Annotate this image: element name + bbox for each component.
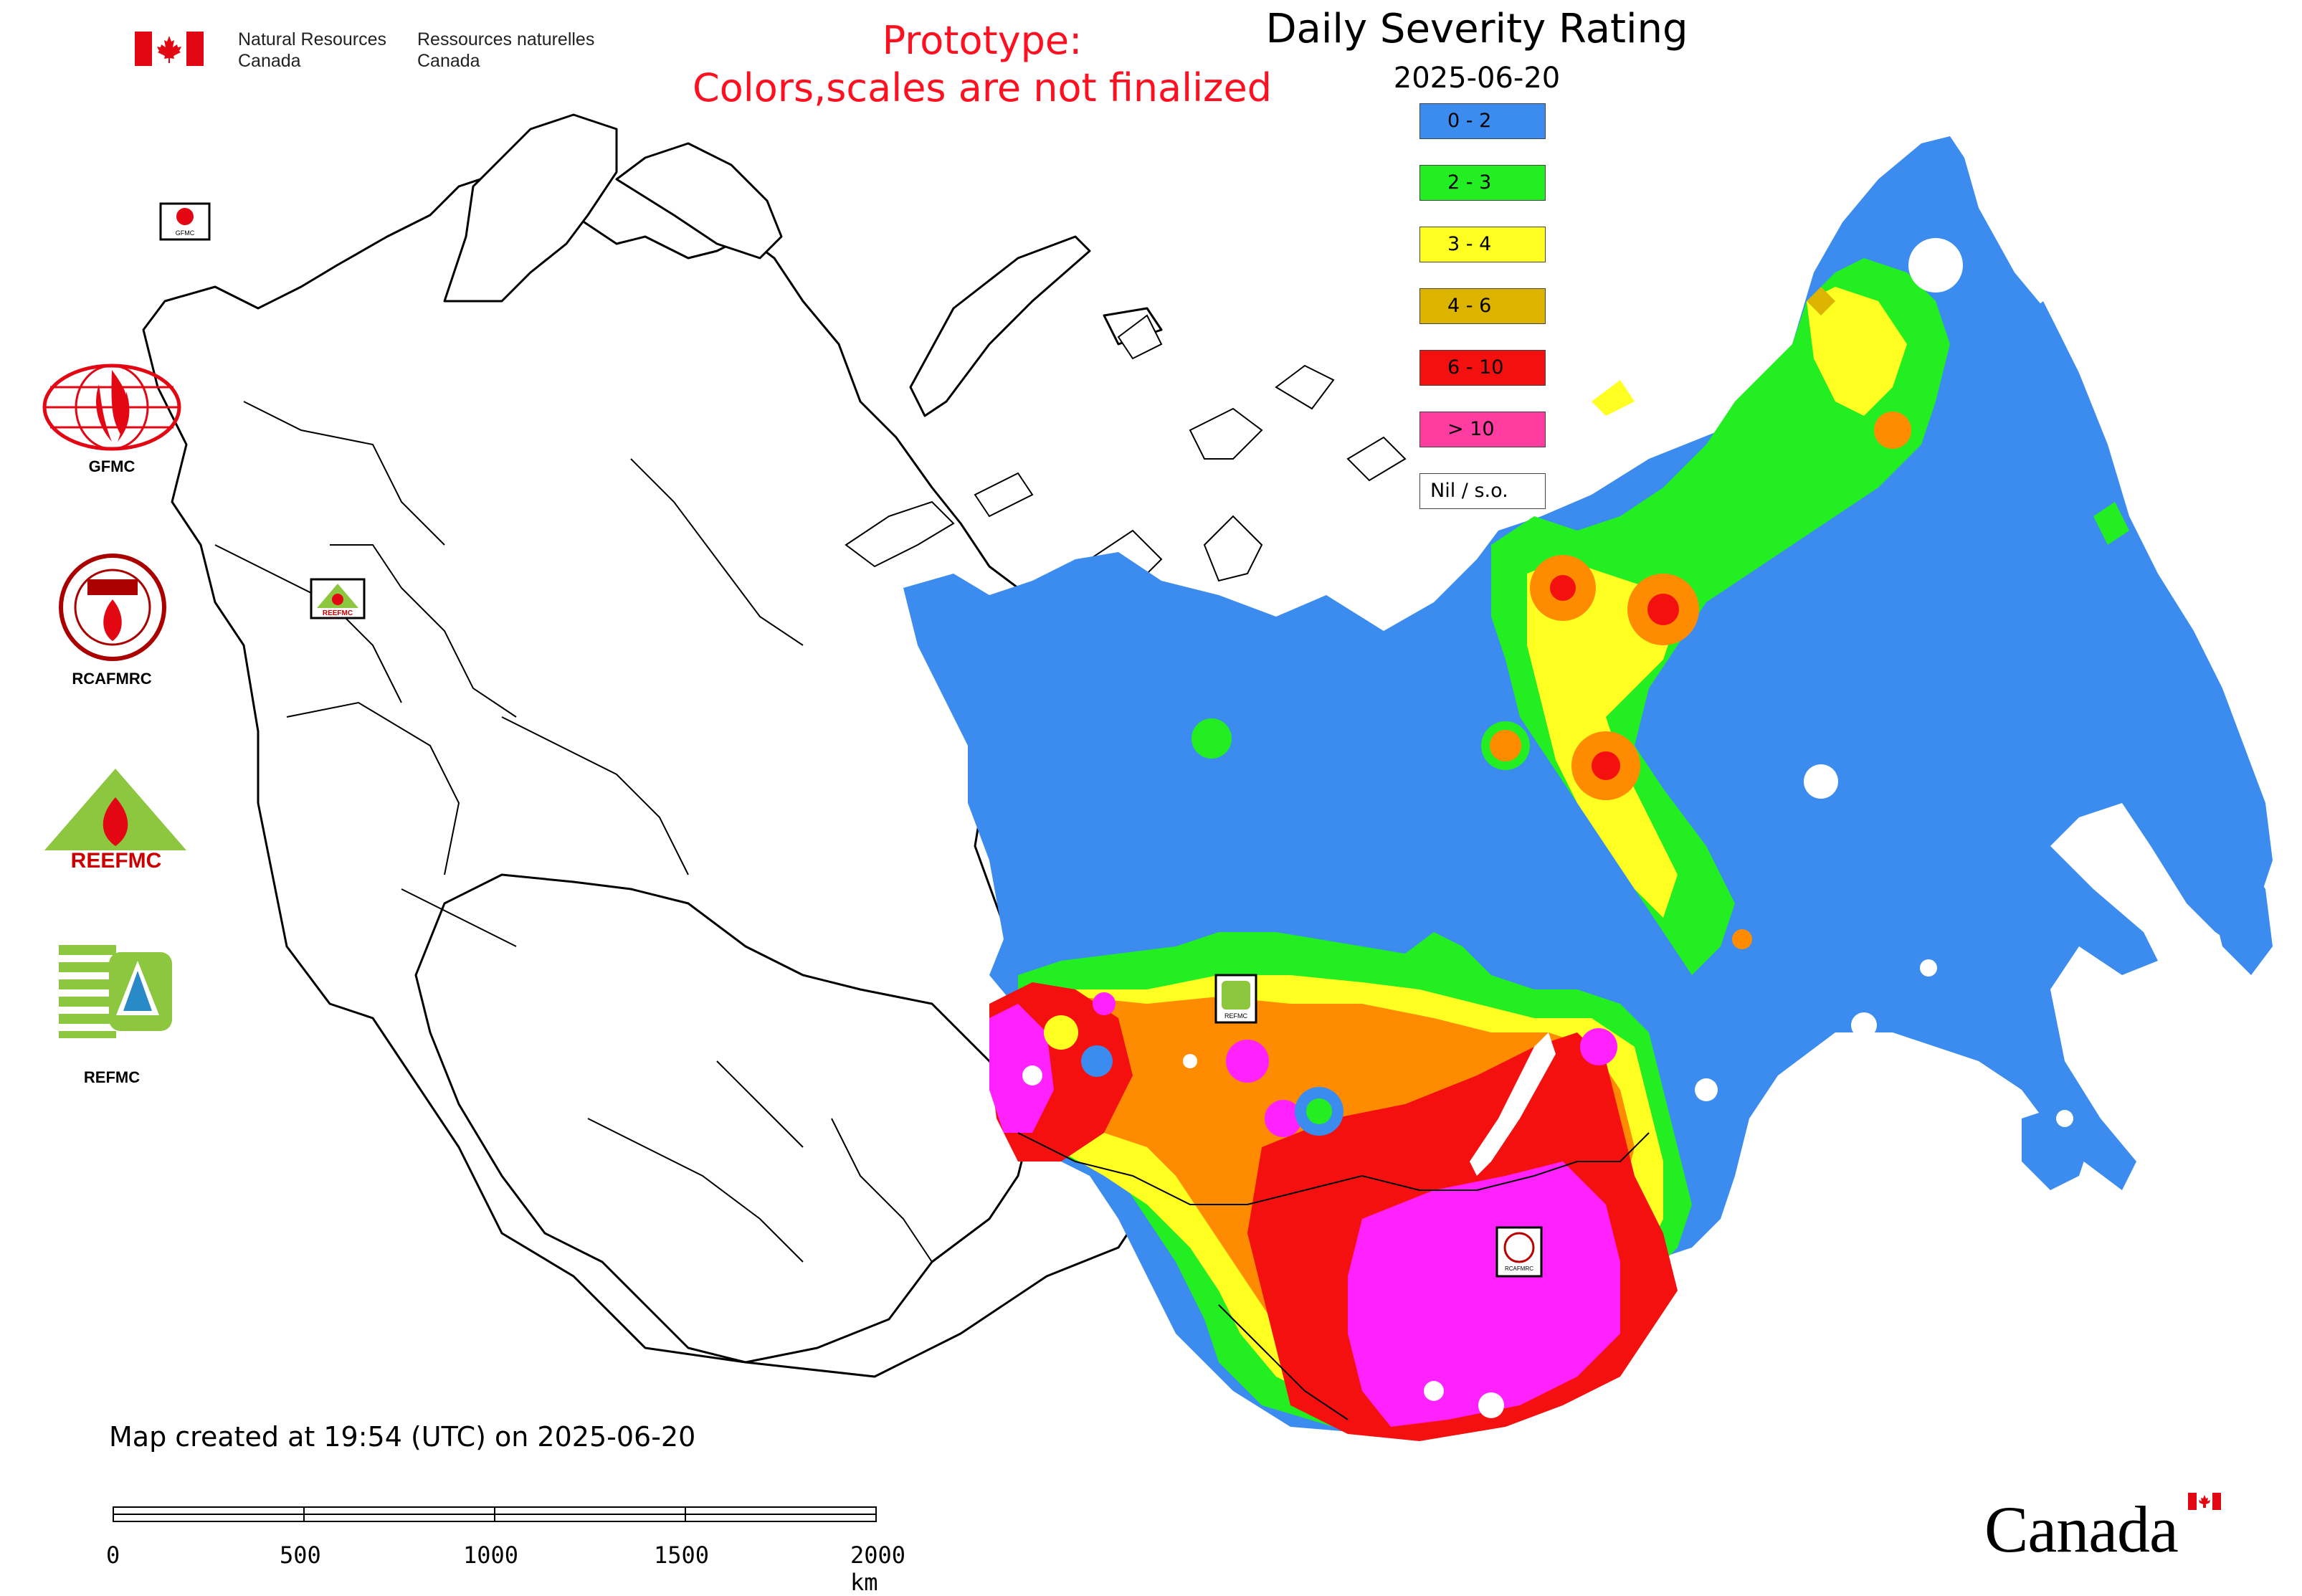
legend-label: 4 - 6 (1447, 295, 1492, 317)
org-name-fr: Ressources naturelles Canada (417, 29, 594, 72)
refmc-logo-label: REFMC (83, 1068, 141, 1086)
marker-refmc-label: REFMC (1224, 1012, 1247, 1020)
reefmc-logo-label: REEFMC (70, 849, 162, 873)
country-borders-west (214, 401, 933, 1263)
scale-tick-1500: 1500 (654, 1542, 710, 1569)
legend-item-3-4: 3 - 4 (1419, 227, 1546, 262)
legend-label: > 10 (1447, 418, 1495, 440)
marker-reefmc[interactable]: REEFMC (310, 578, 366, 619)
org-en-line2: Canada (238, 51, 301, 71)
scale-tick-0: 0 (106, 1542, 120, 1569)
org-en-line1: Natural Resources (238, 29, 387, 49)
legend-item-4-6: 4 - 6 (1419, 288, 1546, 324)
legend-item-2-3: 2 - 3 (1419, 165, 1546, 201)
legend-label: 3 - 4 (1447, 233, 1492, 255)
legend-label: 2 - 3 (1447, 171, 1492, 194)
refmc-logo (59, 945, 173, 1038)
gfmc-logo (42, 363, 182, 452)
canada-wordmark-flag-icon (2188, 1493, 2221, 1510)
legend-item-nil: Nil / s.o. (1419, 473, 1546, 509)
legend-label: 6 - 10 (1447, 356, 1504, 379)
severity-hot-south (989, 932, 1692, 1441)
country-borders-east (1017, 1132, 1650, 1420)
canada-flag-icon (135, 32, 204, 66)
legend-label: 0 - 2 (1447, 110, 1492, 132)
legend-item-gt-10: > 10 (1419, 412, 1546, 447)
rcafmrc-logo (59, 554, 166, 661)
reefmc-logo (39, 766, 192, 870)
map-created-timestamp: Map created at 19:54 (UTC) on 2025-06-20 (109, 1421, 696, 1453)
severity-green-northeast (1192, 258, 2129, 975)
legend-item-6-10: 6 - 10 (1419, 350, 1546, 386)
water-bodies (1695, 238, 2073, 1127)
legend-item-0-2: 0 - 2 (1419, 103, 1546, 139)
scale-tick-500: 500 (280, 1542, 321, 1569)
marker-gfmc-label: GFMC (176, 229, 195, 237)
marker-reefmc-label: REEFMC (323, 609, 353, 617)
org-fr-line1: Ressources naturelles (417, 29, 595, 49)
org-name-en: Natural Resources Canada (238, 29, 386, 72)
marker-rcafmrc-label: RCAFMRC (1505, 1265, 1533, 1272)
legend-label: Nil / s.o. (1430, 480, 1508, 502)
legend-date: 2025-06-20 (1393, 62, 1561, 95)
scale-tick-2000: 2000 km (850, 1542, 906, 1596)
gfmc-logo-label: GFMC (88, 457, 135, 475)
canada-wordmark: Canada (1984, 1491, 2228, 1566)
canada-wordmark-text: Canada (1984, 1493, 2179, 1566)
prototype-line2: Colors,scales are not finalized (693, 65, 1272, 110)
marker-refmc[interactable]: REFMC (1214, 974, 1257, 1024)
rcafmrc-logo-label: RCAFMRC (72, 670, 152, 688)
scale-bar: 0 500 1000 1500 2000 km (106, 1501, 905, 1596)
nrcan-signature: Natural Resources Canada Ressources natu… (135, 29, 608, 75)
prototype-notice: Prototype: Colors,scales are not finaliz… (645, 17, 1319, 112)
prototype-line1: Prototype: (882, 18, 1083, 63)
marker-gfmc[interactable]: GFMC (159, 202, 211, 241)
scale-tick-1000: 1000 (463, 1542, 519, 1569)
marker-rcafmrc[interactable]: RCAFMRC (1495, 1226, 1543, 1278)
org-fr-line2: Canada (417, 51, 480, 71)
legend-title: Daily Severity Rating (1265, 6, 1688, 52)
